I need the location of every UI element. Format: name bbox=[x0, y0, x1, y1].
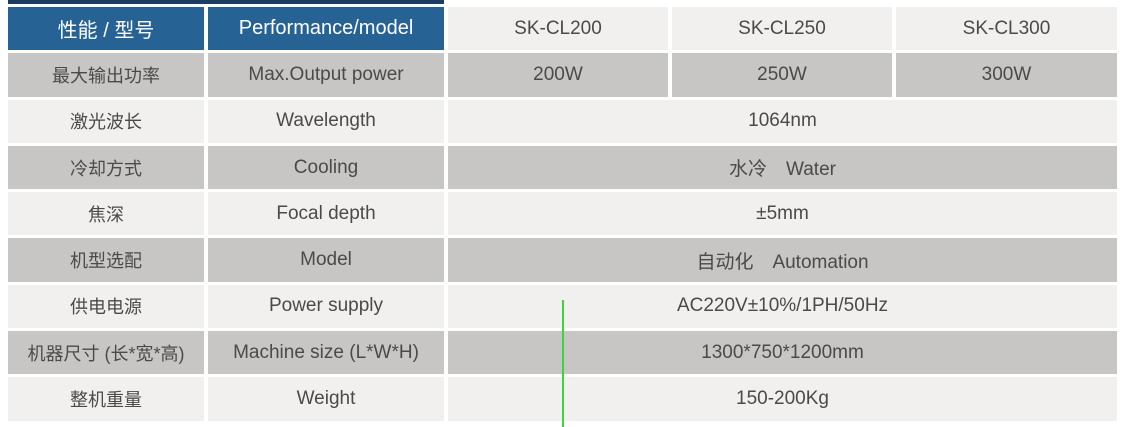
row-output-power-en-label: Max.Output power bbox=[208, 53, 444, 97]
row-output-power-cn-label: 最大输出功率 bbox=[8, 53, 204, 97]
row-weight-cn-label: 整机重量 bbox=[8, 377, 204, 421]
row-machine-size-value: 1300*750*1200mm bbox=[448, 331, 1117, 375]
header-performance-cn: 性能 / 型号 bbox=[8, 7, 204, 51]
row-output-power-value-cl300: 300W bbox=[896, 53, 1117, 97]
row-cooling-en-label: Cooling bbox=[208, 145, 444, 190]
row-weight-value: 150-200Kg bbox=[448, 377, 1117, 421]
header-top-accent-bar bbox=[8, 0, 444, 4]
row-wavelength-value: 1064nm bbox=[448, 99, 1117, 143]
row-wavelength-en-label: Wavelength bbox=[208, 99, 444, 143]
row-output-power-value-cl200: 200W bbox=[448, 53, 668, 97]
row-model-option-value: 自动化 Automation bbox=[448, 238, 1117, 282]
row-model-option-cn-label: 机型选配 bbox=[8, 238, 204, 282]
row-cooling-cn-label: 冷却方式 bbox=[8, 145, 204, 190]
row-focal-depth-cn-label: 焦深 bbox=[8, 192, 204, 236]
row-power-supply-value: AC220V±10%/1PH/50Hz bbox=[448, 284, 1117, 329]
row-cooling-value: 水冷 Water bbox=[448, 145, 1117, 190]
row-weight-en-label: Weight bbox=[208, 377, 444, 421]
row-machine-size-cn-label: 机器尺寸 (长*宽*高) bbox=[8, 331, 204, 375]
row-focal-depth-en-label: Focal depth bbox=[208, 192, 444, 236]
header-model-sk-cl300: SK-CL300 bbox=[896, 7, 1117, 51]
text-cursor-line bbox=[562, 300, 564, 427]
row-wavelength-cn-label: 激光波长 bbox=[8, 99, 204, 143]
row-model-option-en-label: Model bbox=[208, 238, 444, 282]
row-focal-depth-value: ±5mm bbox=[448, 192, 1117, 236]
header-performance-en: Performance/model bbox=[208, 7, 444, 51]
row-machine-size-en-label: Machine size (L*W*H) bbox=[208, 331, 444, 375]
header-model-sk-cl200: SK-CL200 bbox=[448, 7, 668, 51]
row-output-power-value-cl250: 250W bbox=[672, 53, 892, 97]
header-model-sk-cl250: SK-CL250 bbox=[672, 7, 892, 51]
row-power-supply-en-label: Power supply bbox=[208, 284, 444, 329]
spec-table: 性能 / 型号 Performance/model SK-CL200 SK-CL… bbox=[8, 7, 1117, 421]
row-power-supply-cn-label: 供电电源 bbox=[8, 284, 204, 329]
